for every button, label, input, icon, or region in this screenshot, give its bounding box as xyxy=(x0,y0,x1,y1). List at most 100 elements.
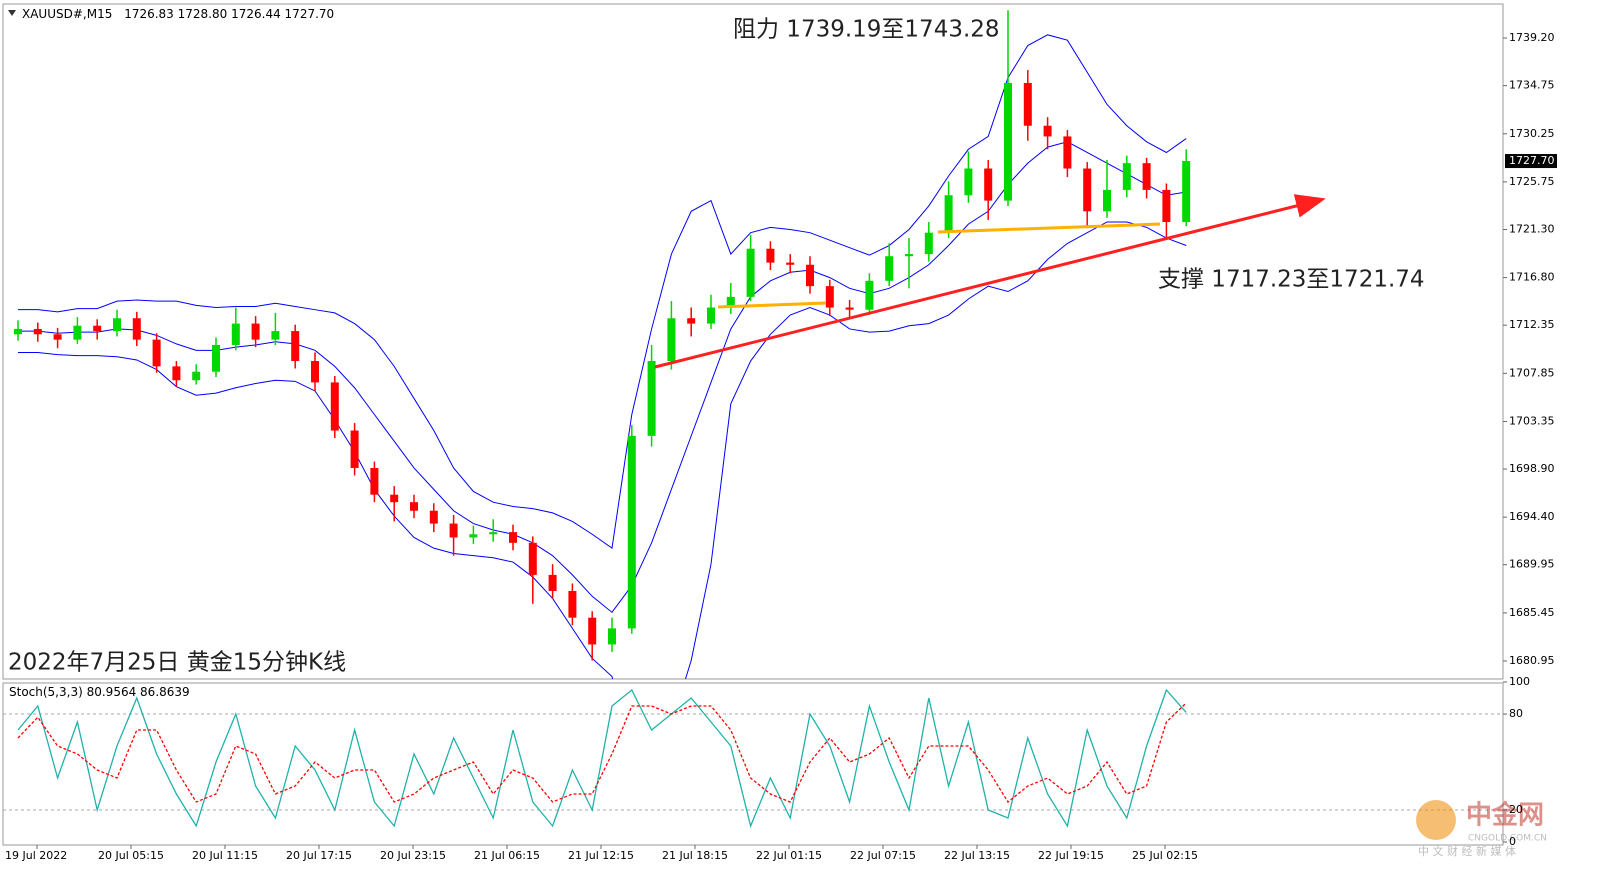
last-price-label: 1727.70 xyxy=(1509,154,1555,167)
candle-body xyxy=(489,532,498,535)
candle-body xyxy=(865,280,874,310)
symbol: XAUUSD#,M15 xyxy=(22,7,112,21)
candle-body xyxy=(33,328,42,335)
chart-title: 2022年7月25日 黄金15分钟K线 xyxy=(8,650,346,676)
y-tick-label: 1721.30 xyxy=(1509,222,1555,235)
candle-body xyxy=(73,325,82,340)
candle-body xyxy=(192,371,201,381)
y-tick-label: 1712.35 xyxy=(1509,318,1555,331)
x-tick-label: 20 Jul 17:15 xyxy=(286,849,352,862)
x-tick-label: 25 Jul 02:15 xyxy=(1132,849,1198,862)
candle-body xyxy=(568,590,577,618)
y-tick-label: 1734.75 xyxy=(1509,79,1555,92)
ohlc: 1728.80 xyxy=(178,7,228,21)
candle-body xyxy=(390,494,399,503)
candle-body xyxy=(93,325,102,332)
candle-body xyxy=(350,430,359,468)
candle-body xyxy=(964,168,973,196)
candle-body xyxy=(608,628,616,645)
candle-body xyxy=(1083,168,1092,212)
watermark: 中金网 CNGOLD.COM.CN 中 文 财 经 新 媒 体 xyxy=(1416,800,1547,858)
candle-body xyxy=(746,248,755,297)
candle-body xyxy=(251,323,260,340)
candle-body xyxy=(1063,136,1072,169)
candle-body xyxy=(885,256,894,281)
x-tick-label: 21 Jul 18:15 xyxy=(662,849,728,862)
x-tick-label: 20 Jul 05:15 xyxy=(98,849,164,862)
stoch-value: 80.9564 xyxy=(87,685,137,699)
x-tick-label: 21 Jul 12:15 xyxy=(568,849,634,862)
candle-body xyxy=(1103,189,1111,212)
x-tick-label: 20 Jul 11:15 xyxy=(192,849,258,862)
x-tick-label: 22 Jul 01:15 xyxy=(756,849,822,862)
stoch-line xyxy=(17,688,1187,829)
candle-body xyxy=(845,307,854,310)
x-tick-label: 19 Jul 2022 xyxy=(5,849,67,862)
candle-body xyxy=(370,467,379,495)
candle-body xyxy=(53,334,62,340)
candle-body xyxy=(1182,161,1191,222)
y-tick-label: 20 xyxy=(1509,803,1523,816)
stoch-value: 86.8639 xyxy=(140,685,190,699)
y-tick-label: 80 xyxy=(1509,707,1523,720)
header: XAUUSD#,M15 1726.83 1728.80 1726.44 1727… xyxy=(22,7,334,21)
candle-body xyxy=(667,318,676,362)
candle-body xyxy=(528,542,537,575)
drawings xyxy=(654,194,1326,369)
y-tick-label: 1725.75 xyxy=(1509,175,1555,188)
y-tick-label: 1698.90 xyxy=(1509,462,1555,475)
trend-line xyxy=(654,194,1326,369)
candle-body xyxy=(1004,82,1012,201)
y-tick-label: 1703.35 xyxy=(1509,414,1555,427)
candle-body xyxy=(449,523,458,538)
candle-body xyxy=(14,328,22,335)
candle-body xyxy=(469,534,478,538)
candle-body xyxy=(509,532,517,543)
logo-text: 中金网 xyxy=(1466,800,1544,831)
stoch-plot xyxy=(3,688,1503,829)
stoch-line xyxy=(17,702,1187,803)
candle-body xyxy=(905,254,913,257)
candle-body xyxy=(647,361,656,436)
menu-triangle[interactable] xyxy=(8,10,16,16)
candle-body xyxy=(984,168,993,201)
y-tick-label: 1689.95 xyxy=(1509,558,1555,571)
bollinger-band xyxy=(18,34,1187,550)
candle-body xyxy=(707,307,715,324)
y-tick-label: 1694.40 xyxy=(1509,510,1555,523)
stoch-title: Stoch(5,3,3) xyxy=(9,685,83,699)
ohlc: 1727.70 xyxy=(285,7,335,21)
x-tick-label: 22 Jul 13:15 xyxy=(944,849,1010,862)
y-tick-label: 1716.80 xyxy=(1509,271,1555,284)
logo-site: CNGOLD.COM.CN xyxy=(1468,834,1547,844)
candle-body xyxy=(311,361,319,383)
candle-body xyxy=(132,318,141,340)
candle-body xyxy=(1023,82,1032,126)
x-tick-label: 21 Jul 06:15 xyxy=(474,849,540,862)
candle-body xyxy=(152,339,161,367)
support-line xyxy=(717,301,827,309)
x-tick-label: 22 Jul 19:15 xyxy=(1038,849,1104,862)
logo-tagline: 中 文 财 经 新 媒 体 xyxy=(1418,844,1516,858)
candle-body xyxy=(786,262,795,265)
candle-body xyxy=(1122,163,1131,190)
candle-body xyxy=(548,574,557,591)
stoch-panel xyxy=(2,682,1504,846)
candle-body xyxy=(588,617,597,645)
main-plot xyxy=(14,10,1191,679)
candle-body xyxy=(924,232,933,255)
x-tick-label: 22 Jul 07:15 xyxy=(850,849,916,862)
y-tick-label: 1730.25 xyxy=(1509,127,1555,140)
candle-body xyxy=(172,366,181,381)
candle-body xyxy=(1162,189,1171,222)
annotation: 支撑 1717.23至1721.74 xyxy=(1158,267,1425,293)
y-tick-label: 1680.95 xyxy=(1509,654,1555,667)
candle-body xyxy=(806,264,814,287)
last-price-tag xyxy=(1505,154,1557,169)
candle-body xyxy=(330,382,339,431)
candle-body xyxy=(410,502,418,511)
candle-body xyxy=(766,248,775,263)
candle-body xyxy=(231,323,240,345)
